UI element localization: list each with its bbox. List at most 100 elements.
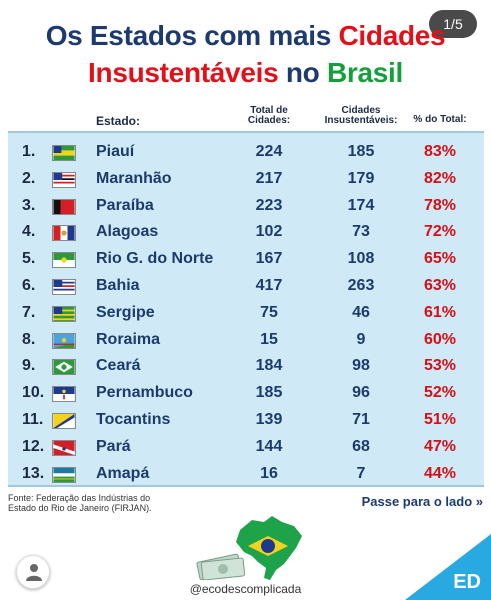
unsustainable-cities: 263 (347, 277, 375, 294)
header-total-line1: Total de (250, 105, 288, 116)
header-insustentaveis: Cidades Insustentáveis: (321, 106, 401, 126)
state-name: Roraima (96, 330, 161, 348)
table-row: 7. Sergipe 75 46 61% (8, 300, 484, 326)
state-flag-icon (52, 466, 76, 483)
rank: 3. (22, 196, 36, 214)
percent-of-total: 63% (423, 277, 457, 294)
header-total: Total de Cidades: (241, 106, 297, 126)
percent-of-total: 78% (423, 196, 457, 214)
total-cities: 417 (255, 277, 283, 294)
rank: 7. (22, 303, 36, 321)
user-icon (26, 564, 42, 581)
title-part: Os Estados com mais (45, 20, 339, 51)
state-flag-icon (52, 332, 76, 349)
state-name: Tocantins (96, 411, 171, 428)
source-line-1: Fonte: Federação das Indústrias do (8, 493, 151, 503)
rank: 11. (22, 411, 44, 428)
unsustainable-cities: 9 (356, 330, 366, 348)
header-insust-line1: Cidades (341, 105, 381, 116)
unsustainable-cities: 185 (347, 143, 375, 160)
percent-of-total: 65% (423, 250, 457, 268)
table-row: 5. Rio G. do Norte 167 108 65% (8, 246, 484, 272)
state-name: Piauí (96, 143, 135, 160)
header-total-line2: Cidades: (247, 115, 291, 126)
percent-of-total: 61% (423, 303, 457, 321)
rank: 5. (22, 250, 36, 268)
account-handle: @ecodescomplicada (189, 582, 302, 596)
table-header: Estado: Total de Cidades: Cidades Insust… (8, 106, 484, 130)
state-flag-icon (52, 252, 76, 269)
title-part: no (278, 57, 327, 88)
unsustainable-cities: 68 (352, 437, 370, 455)
state-flag-icon (52, 225, 76, 242)
title-line-1: Os Estados com mais Cidades (0, 20, 491, 52)
table-row: 13. Amapá 16 7 44% (8, 461, 484, 487)
total-cities: 15 (260, 330, 278, 348)
table-row: 1. Piauí 224 185 83% (8, 139, 484, 165)
source-note: Fonte: Federação das Indústrias do Estad… (8, 493, 208, 513)
unsustainable-cities: 179 (347, 169, 375, 187)
state-name: Paraíba (96, 196, 154, 214)
profile-avatar[interactable] (16, 555, 50, 589)
state-flag-icon (52, 305, 76, 322)
total-cities: 102 (255, 223, 283, 241)
state-name: Amapá (96, 464, 150, 482)
corner-decoration (405, 534, 491, 600)
state-flag-icon (52, 439, 76, 456)
state-flag-icon (52, 413, 76, 429)
title-highlight-cidades: Cidades (338, 20, 446, 51)
state-flag-icon (52, 386, 76, 403)
table-row: 4. Alagoas 102 73 72% (8, 219, 484, 245)
unsustainable-cities: 98 (352, 357, 370, 375)
source-line-2: Estado do Rio de Janeiro (FIRJAN). (8, 503, 152, 513)
state-flag-icon (52, 145, 76, 161)
total-cities: 75 (260, 303, 278, 321)
header-percent: % do Total: (413, 114, 467, 125)
total-cities: 185 (255, 384, 283, 402)
rank: 1. (22, 143, 36, 160)
table-row: 10. Pernambuco 185 96 52% (8, 380, 484, 406)
header-insust-line2: Insustentáveis: (324, 115, 398, 126)
percent-of-total: 82% (423, 169, 457, 187)
rank: 2. (22, 169, 36, 187)
table-row: 9. Ceará 184 98 53% (8, 353, 484, 379)
header-estado: Estado: (96, 114, 141, 128)
brazil-map-icon (236, 516, 302, 580)
unsustainable-cities: 7 (356, 464, 366, 482)
state-name: Bahia (96, 277, 140, 294)
page-counter: 1/5 (429, 10, 477, 38)
percent-of-total: 72% (423, 223, 457, 241)
percent-of-total: 47% (423, 437, 457, 455)
unsustainable-cities: 108 (347, 250, 375, 268)
percent-of-total: 53% (423, 357, 457, 375)
rank: 10. (22, 384, 45, 402)
percent-of-total: 60% (423, 330, 457, 348)
swipe-hint[interactable]: Passe para o lado » (361, 494, 483, 509)
table-row: 8. Roraima 15 9 60% (8, 327, 484, 353)
title-highlight-brasil: Brasil (326, 57, 403, 88)
rank: 12. (22, 437, 45, 455)
total-cities: 167 (255, 250, 283, 268)
title-line-2: Insustentáveis no Brasil (0, 57, 491, 89)
total-cities: 16 (260, 464, 278, 482)
percent-of-total: 83% (423, 143, 457, 160)
ranking-table: 1. Piauí 224 185 83% 2. Maranhão 217 179 82% 3. Par… (8, 131, 484, 487)
table-row: 3. Paraíba 223 174 78% (8, 193, 484, 219)
state-name: Sergipe (96, 303, 155, 321)
state-flag-icon (52, 171, 76, 188)
unsustainable-cities: 96 (352, 384, 370, 402)
total-cities: 223 (255, 196, 283, 214)
table-row: 6. Bahia 417 263 63% (8, 273, 484, 299)
state-flag-icon (52, 279, 76, 295)
unsustainable-cities: 46 (352, 303, 370, 321)
rank: 9. (22, 357, 36, 375)
table-row: 2. Maranhão 217 179 82% (8, 166, 484, 192)
percent-of-total: 44% (423, 464, 457, 482)
state-flag-icon (52, 359, 76, 376)
total-cities: 224 (255, 143, 283, 160)
state-name: Maranhão (96, 169, 172, 187)
percent-of-total: 52% (423, 384, 457, 402)
unsustainable-cities: 73 (352, 223, 370, 241)
state-flag-icon (52, 198, 76, 215)
table-row: 11. Tocantins 139 71 51% (8, 407, 484, 433)
